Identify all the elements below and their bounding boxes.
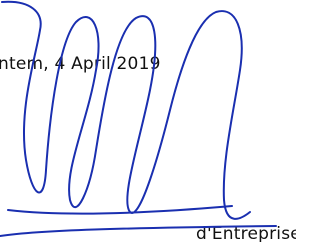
signature: [0, 0, 296, 242]
document-fragment: ntem, 4 April 2019 d'Entreprises S: [0, 0, 296, 242]
signature-stroke: [0, 2, 276, 236]
